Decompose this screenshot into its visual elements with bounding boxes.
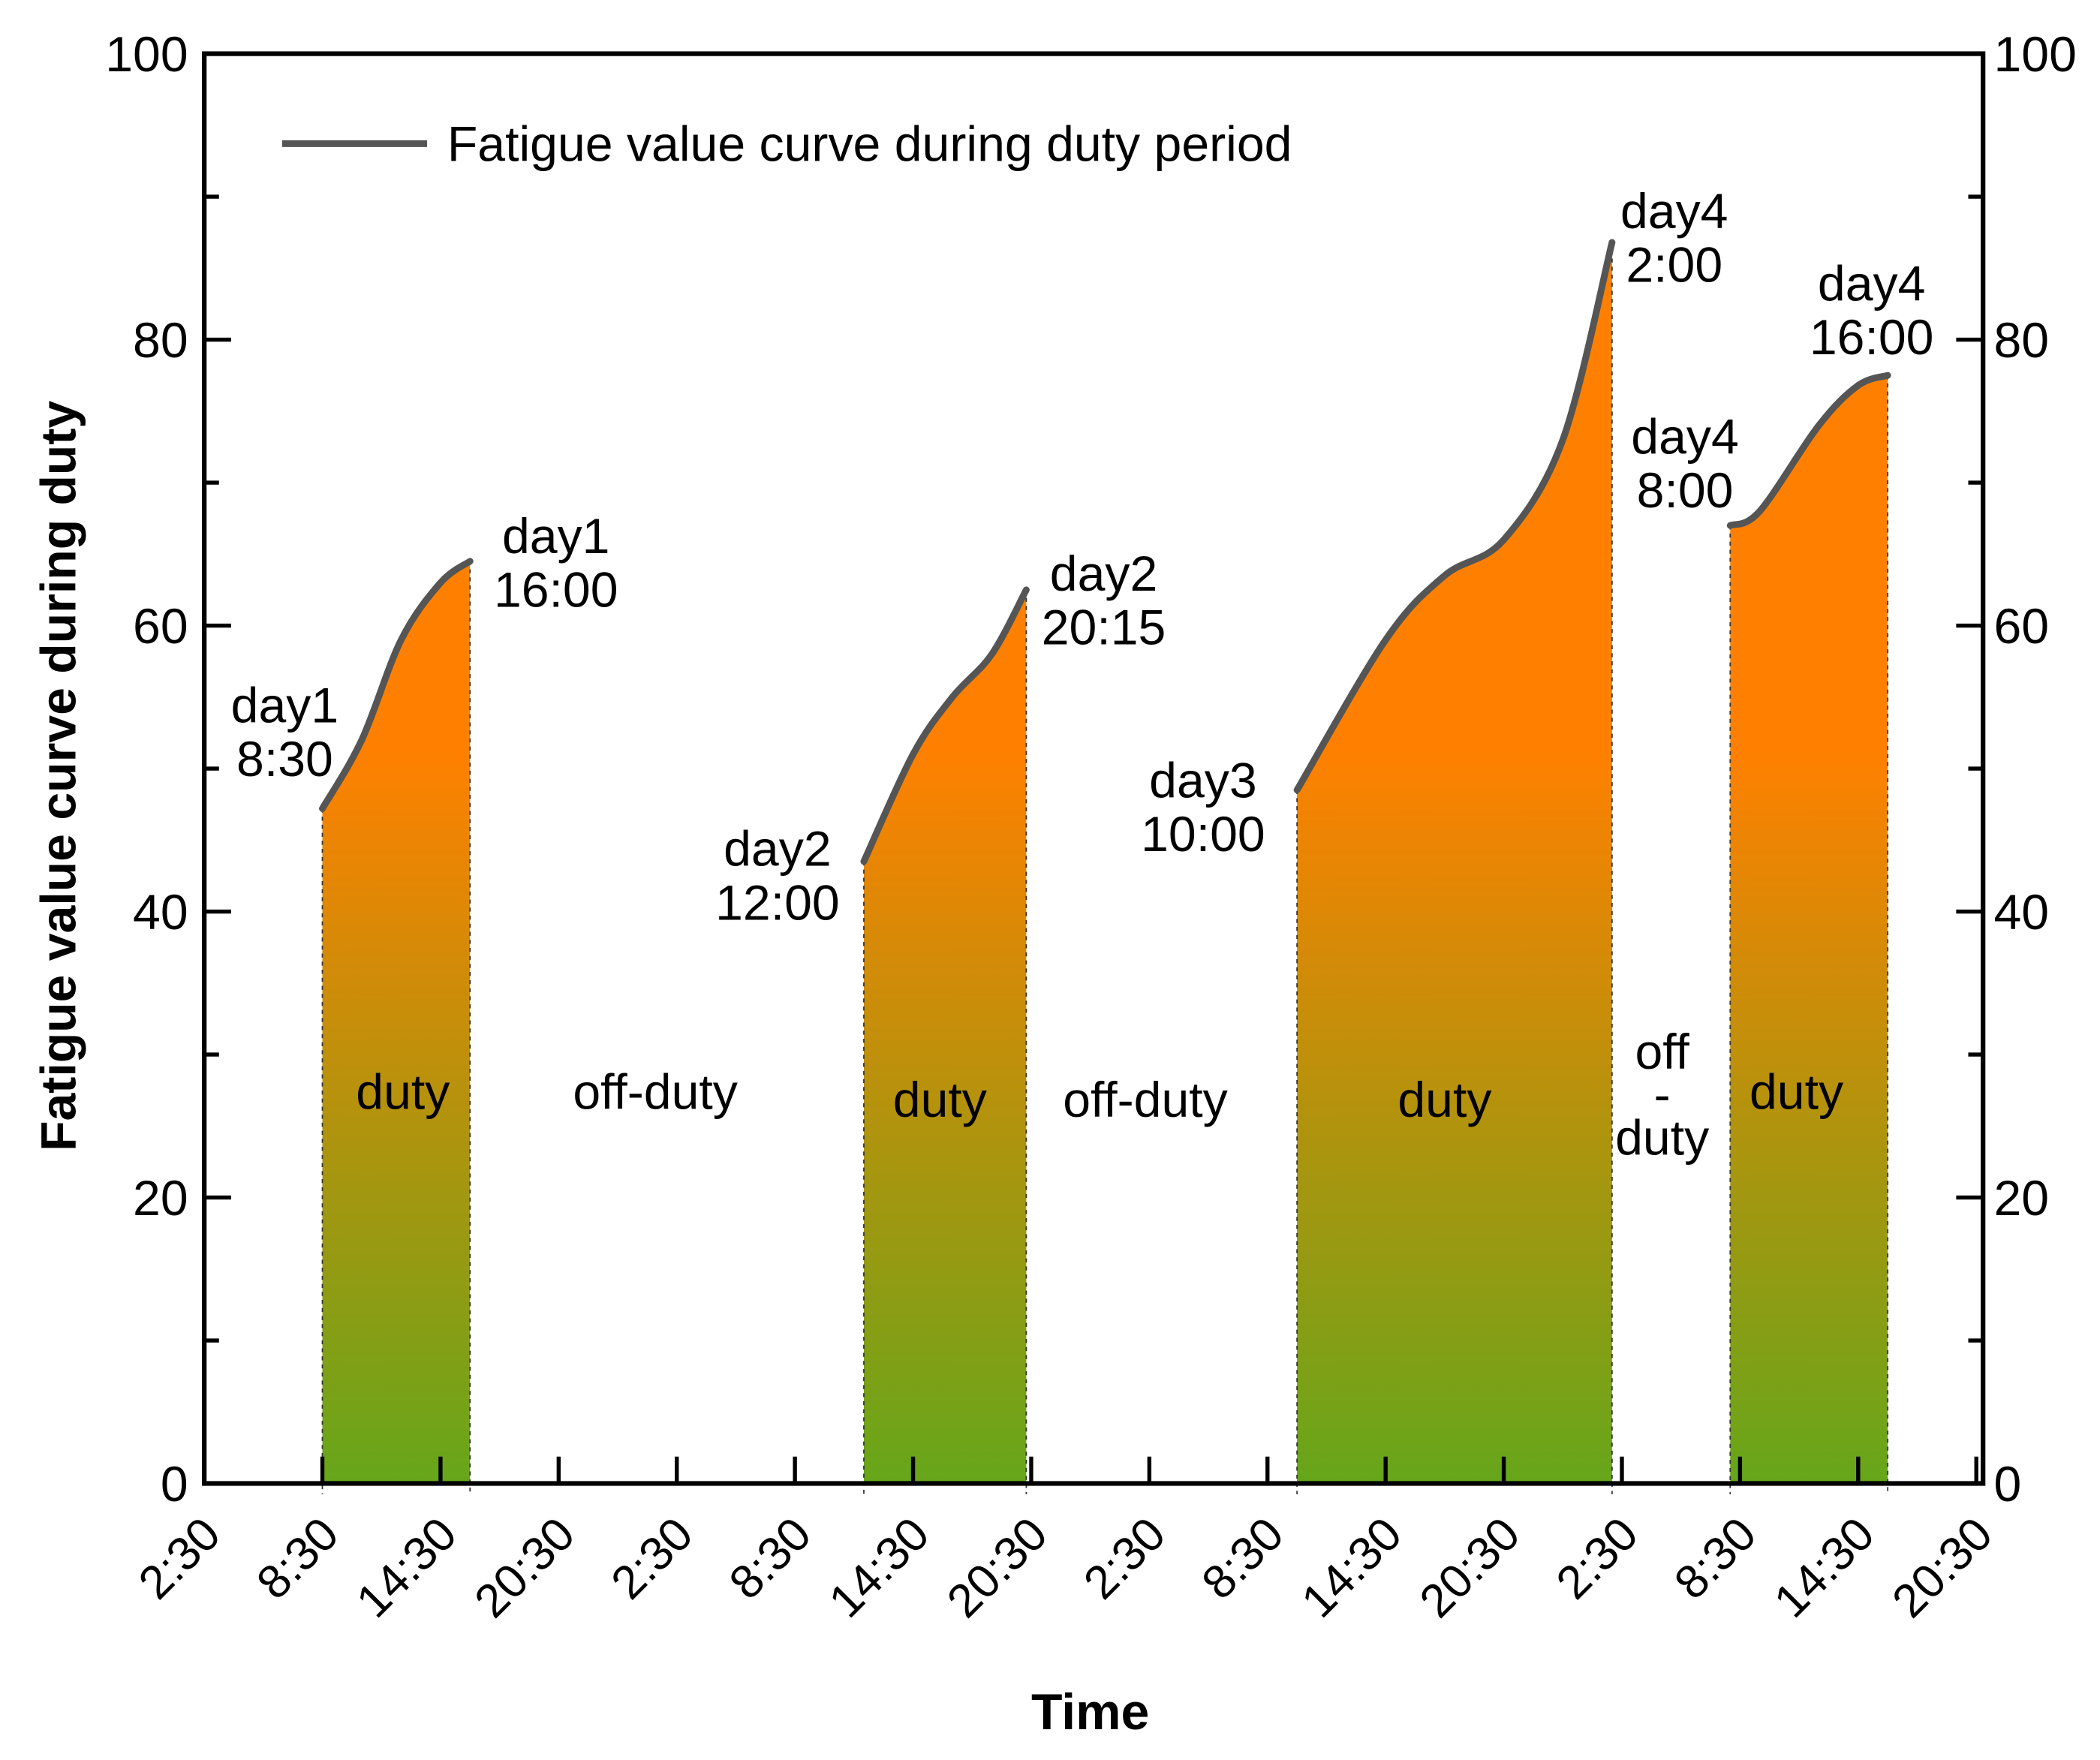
region-label: off <box>1635 1024 1689 1080</box>
x-tick-label: 2:30 <box>1074 1507 1176 1609</box>
time-annotation: 8:00 <box>1637 463 1734 519</box>
time-annotation: day1 <box>502 509 610 564</box>
y-tick-label: 80 <box>133 313 188 369</box>
y-right-tick-label: 100 <box>1993 27 2076 83</box>
time-annotation: day4 <box>1631 410 1739 465</box>
region-label: off-duty <box>573 1064 737 1120</box>
region-label: - <box>1654 1067 1671 1123</box>
x-tick-label: 2:30 <box>601 1507 703 1609</box>
duty-area-3 <box>1297 242 1612 1484</box>
region-label: duty <box>893 1073 987 1128</box>
x-tick-label: 8:30 <box>247 1507 349 1609</box>
x-axis-label: Time <box>1031 1683 1149 1740</box>
y-right-tick-label: 80 <box>1993 313 2049 369</box>
time-annotation: 20:15 <box>1042 600 1166 656</box>
y-right-tick-label: 60 <box>1993 599 2049 654</box>
y-tick-label: 20 <box>133 1171 188 1226</box>
x-tick-label: 14:30 <box>819 1507 939 1627</box>
region-label: duty <box>1749 1064 1843 1120</box>
y-right-tick-label: 0 <box>1993 1457 2021 1512</box>
time-annotation: 16:00 <box>1810 310 1934 366</box>
x-tick-label: 14:30 <box>1292 1507 1412 1627</box>
region-label: duty <box>1397 1073 1491 1128</box>
region-label: off-duty <box>1063 1073 1228 1128</box>
x-tick-label: 20:30 <box>1410 1507 1530 1627</box>
region-label: duty <box>1615 1110 1709 1166</box>
fatigue-curve-segment-4 <box>1726 372 1891 529</box>
x-tick-label: 14:30 <box>1764 1507 1884 1627</box>
x-tick-label: 8:30 <box>1665 1507 1767 1609</box>
legend: Fatigue value curve during duty period <box>281 117 1292 173</box>
time-annotation: day2 <box>1050 546 1158 602</box>
fatigue-curve-segment-2 <box>860 586 1030 865</box>
x-tick-label: 2:30 <box>128 1507 230 1609</box>
time-annotation: day3 <box>1149 753 1256 808</box>
time-annotation: 8:30 <box>236 732 333 787</box>
time-annotation: day1 <box>231 678 339 733</box>
time-annotation: day4 <box>1818 257 1926 312</box>
y-tick-label: 40 <box>133 885 188 940</box>
x-tick-label: 20:30 <box>465 1507 585 1627</box>
y-tick-label: 60 <box>133 599 188 654</box>
time-annotation: 2:00 <box>1626 238 1722 293</box>
x-tick-label: 2:30 <box>1546 1507 1648 1609</box>
time-annotation: day4 <box>1620 184 1728 239</box>
region-label: duty <box>356 1064 450 1120</box>
time-annotation: 10:00 <box>1141 807 1265 862</box>
time-annotation: 16:00 <box>494 562 618 618</box>
x-tick-label: 8:30 <box>1192 1507 1294 1609</box>
x-tick-label: 20:30 <box>937 1507 1058 1627</box>
y-axis-label: Fatigue value curve during duty <box>31 401 86 1151</box>
x-tick-label: 14:30 <box>347 1507 467 1627</box>
y-right-tick-label: 20 <box>1993 1171 2049 1226</box>
duty-area-1 <box>322 561 471 1484</box>
time-annotation: 12:00 <box>715 875 840 931</box>
y-right-tick-label: 40 <box>1993 885 2049 940</box>
time-annotation: day2 <box>724 822 831 877</box>
duty-area-4 <box>1730 375 1888 1484</box>
x-tick-label: 8:30 <box>719 1507 821 1609</box>
duty-area-2 <box>863 589 1027 1484</box>
fatigue-curve-segment-3 <box>1293 239 1616 794</box>
legend-entry: Fatigue value curve during duty period <box>447 117 1292 173</box>
x-tick-label: 20:30 <box>1882 1507 2002 1627</box>
y-tick-label: 100 <box>105 27 188 83</box>
y-tick-label: 0 <box>161 1457 188 1512</box>
fatigue-curve-segment-1 <box>319 558 474 812</box>
